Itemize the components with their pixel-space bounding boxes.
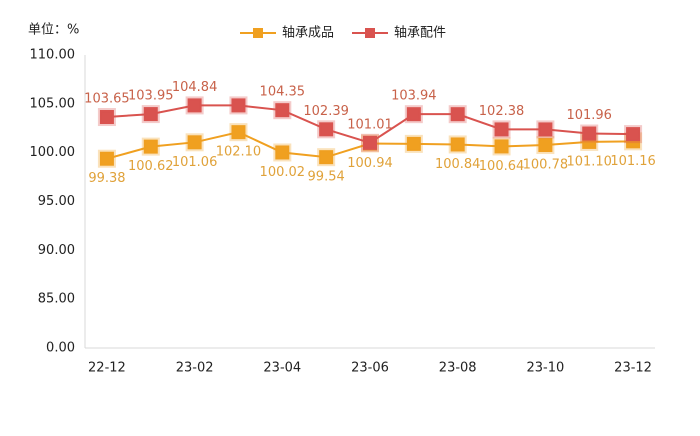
point-marker (492, 120, 511, 139)
legend-label: 轴承成品 (282, 26, 334, 41)
x-tick-label: 23-08 (439, 361, 477, 376)
unit-label: 单位：% (28, 23, 79, 38)
point-marker (404, 105, 423, 124)
data-label: 99.54 (308, 170, 345, 185)
x-tick-label: 23-12 (614, 361, 652, 376)
point-marker (229, 123, 248, 142)
x-tick-label: 23-10 (526, 361, 564, 376)
point-marker (317, 148, 336, 167)
data-label: 102.39 (303, 104, 349, 119)
data-label: 101.06 (172, 155, 218, 170)
point-marker (580, 124, 599, 143)
point-marker (536, 120, 555, 139)
y-tick-label: 90.00 (38, 243, 75, 258)
data-label: 100.84 (435, 157, 481, 172)
x-tick-label: 22-12 (88, 361, 126, 376)
data-label: 100.62 (128, 159, 174, 174)
point-marker (492, 137, 511, 156)
point-marker (361, 133, 379, 152)
y-tick-label: 105.00 (30, 96, 76, 111)
legend-label: 轴承配件 (394, 26, 446, 41)
legend-marker (253, 28, 263, 38)
y-tick-label: 0.00 (46, 341, 75, 356)
data-label: 103.94 (391, 89, 437, 104)
data-label: 101.10 (566, 154, 612, 169)
point-marker (185, 133, 204, 152)
y-tick-label: 110.00 (30, 48, 76, 63)
data-label: 99.38 (88, 171, 125, 186)
x-tick-label: 23-06 (351, 361, 389, 376)
data-label: 101.01 (347, 117, 393, 132)
data-label: 102.38 (479, 104, 525, 119)
x-tick-label: 23-04 (263, 361, 301, 376)
point-marker (141, 105, 160, 124)
point-marker (273, 101, 292, 120)
point-marker (404, 134, 423, 153)
data-label: 104.84 (172, 80, 218, 95)
data-label: 100.78 (523, 158, 569, 173)
point-marker (448, 105, 467, 124)
legend-marker (365, 28, 375, 38)
x-tick-label: 23-02 (176, 361, 214, 376)
data-label: 101.96 (566, 108, 612, 123)
data-label: 100.64 (479, 159, 525, 174)
data-label: 100.02 (260, 165, 306, 180)
data-label: 104.35 (260, 85, 306, 100)
data-label: 100.94 (347, 156, 393, 171)
point-marker (448, 135, 467, 154)
point-marker (141, 137, 160, 156)
point-marker (97, 108, 116, 127)
point-marker (536, 136, 555, 155)
point-marker (97, 149, 116, 168)
point-marker (229, 96, 248, 115)
point-marker (273, 143, 292, 162)
point-marker (624, 125, 643, 144)
point-marker (317, 120, 336, 139)
y-tick-label: 85.00 (38, 292, 75, 307)
data-label: 103.95 (128, 89, 174, 104)
data-label: 103.65 (84, 92, 130, 107)
y-tick-label: 100.00 (30, 145, 76, 160)
data-label: 101.16 (610, 154, 656, 169)
y-tick-label: 95.00 (38, 194, 75, 209)
data-label: 102.10 (216, 145, 262, 160)
point-marker (185, 96, 204, 115)
